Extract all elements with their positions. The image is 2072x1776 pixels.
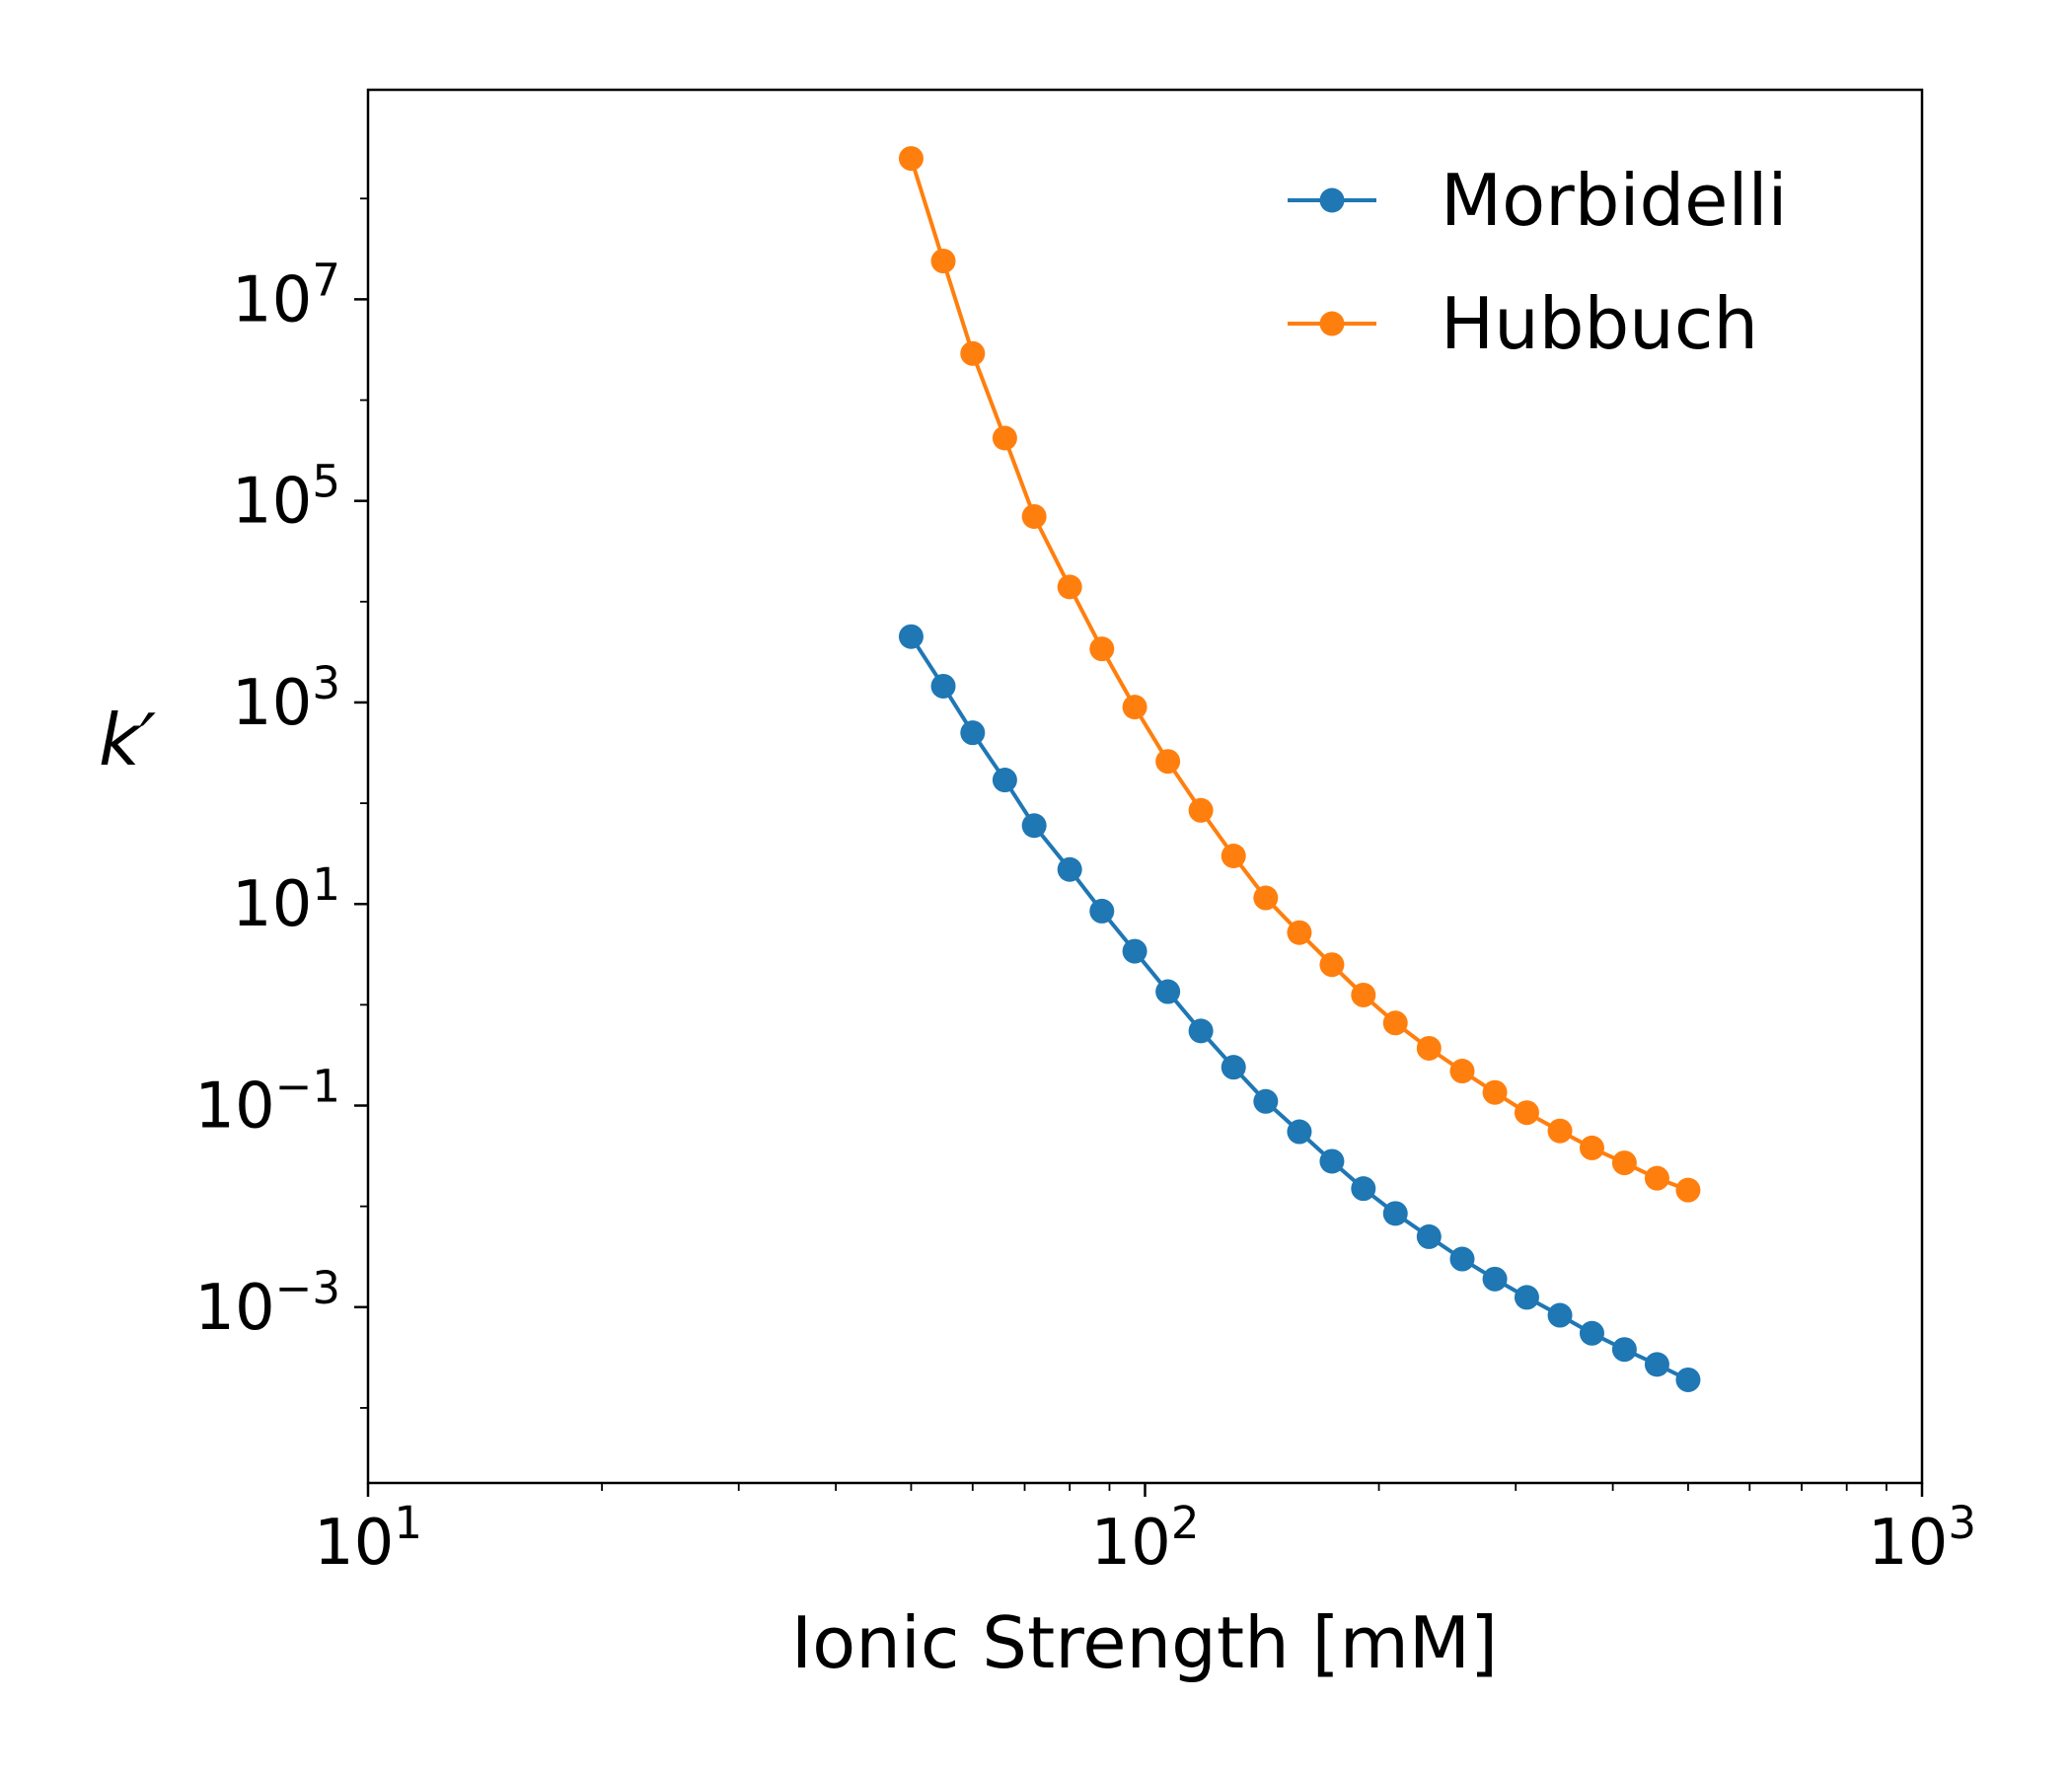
data-point (1319, 1148, 1345, 1174)
data-point (992, 425, 1017, 451)
y-tick-label: 105 (232, 456, 340, 539)
data-point (1449, 1059, 1475, 1084)
data-point (1514, 1285, 1539, 1310)
data-point (1382, 1010, 1408, 1036)
data-point (1221, 1055, 1246, 1080)
data-point (1057, 574, 1082, 600)
data-point (1253, 885, 1279, 911)
data-point (1675, 1177, 1701, 1203)
data-point (1547, 1302, 1573, 1328)
data-point (1675, 1367, 1701, 1392)
data-point (1416, 1035, 1442, 1061)
data-point (1287, 920, 1312, 945)
x-tick-label: 101 (314, 1497, 422, 1580)
series-layer (898, 146, 1701, 1392)
data-point (1382, 1201, 1408, 1226)
y-tick-label: 10−3 (194, 1262, 340, 1345)
legend-label: Hubbuch (1441, 282, 1758, 365)
legend-label: Morbidelli (1441, 159, 1788, 242)
data-point (898, 146, 924, 172)
data-point (1351, 1176, 1376, 1202)
data-point (1253, 1088, 1279, 1114)
data-point (1155, 979, 1181, 1004)
data-point (898, 624, 924, 649)
data-point (1021, 503, 1047, 529)
data-point (1089, 898, 1115, 924)
data-point (1514, 1100, 1539, 1126)
data-point (1287, 1119, 1312, 1145)
data-point (960, 720, 986, 746)
data-point (1122, 938, 1147, 964)
data-point (1089, 636, 1115, 662)
y-tick-label: 107 (232, 254, 340, 336)
series-morbidelli (898, 624, 1701, 1392)
data-point (1021, 813, 1047, 839)
legend-item-morbidelli: Morbidelli (1288, 159, 1788, 242)
data-point (1351, 982, 1376, 1007)
x-axis-label: Ionic Strength [mM] (791, 1601, 1498, 1684)
data-point (1188, 797, 1214, 823)
data-point (1319, 952, 1345, 978)
y-tick-label: 101 (232, 858, 340, 941)
data-point (1482, 1079, 1508, 1105)
data-point (992, 768, 1017, 793)
data-point (1221, 843, 1246, 868)
legend: Morbidelli Hubbuch (1288, 159, 1788, 365)
x-tick-label: 103 (1868, 1497, 1976, 1580)
data-point (960, 340, 986, 366)
data-point (1416, 1223, 1442, 1249)
data-point (930, 673, 956, 699)
data-point (1155, 749, 1181, 775)
legend-marker (1319, 187, 1345, 213)
data-point (1644, 1352, 1669, 1377)
data-point (1122, 695, 1147, 720)
legend-item-hubbuch: Hubbuch (1288, 282, 1758, 365)
data-point (1579, 1320, 1604, 1346)
legend-marker (1319, 311, 1345, 336)
y-tick-label: 10−1 (194, 1061, 340, 1144)
series-line (909, 635, 1689, 1382)
data-point (1188, 1018, 1214, 1044)
data-point (1644, 1165, 1669, 1191)
y-axis-label: k′ (99, 699, 156, 781)
y-tick-label: 103 (232, 657, 340, 740)
x-tick-label: 102 (1090, 1497, 1199, 1580)
series-hubbuch (898, 146, 1701, 1203)
data-point (930, 249, 956, 274)
data-point (1579, 1135, 1604, 1160)
data-point (1057, 856, 1082, 882)
data-point (1547, 1118, 1573, 1144)
axes-layer: 101 102 103 10−3 10−1 101 103 105 107 (194, 88, 1976, 1580)
data-point (1482, 1266, 1508, 1292)
data-point (1611, 1337, 1637, 1363)
data-point (1449, 1246, 1475, 1272)
data-point (1611, 1150, 1637, 1176)
